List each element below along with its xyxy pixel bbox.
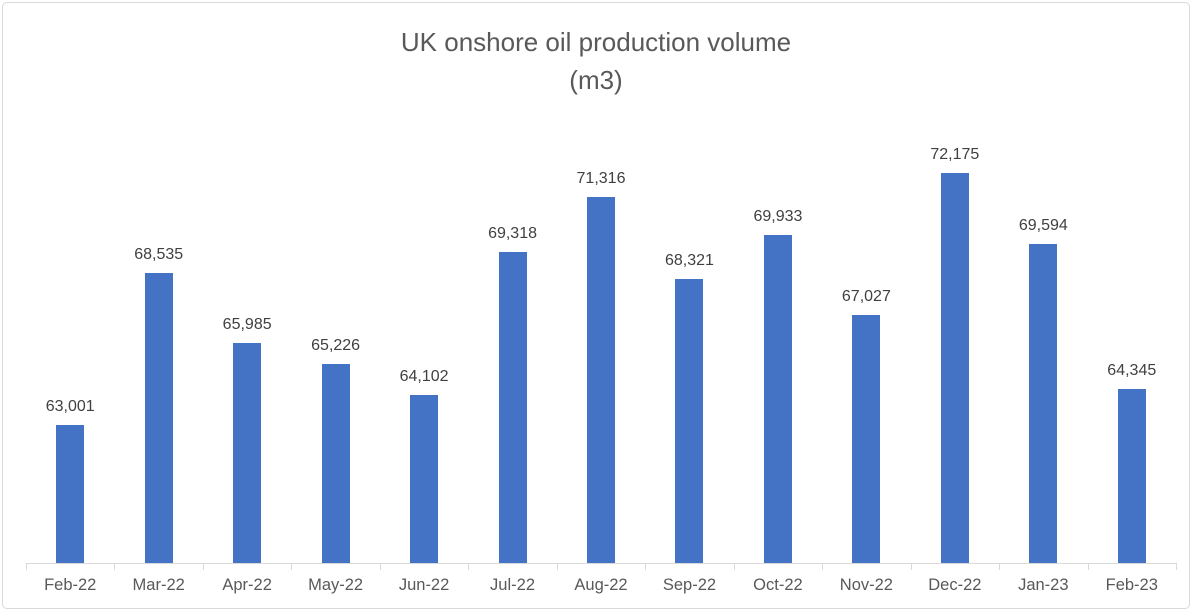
data-label-sep-22: 68,321 <box>664 252 714 269</box>
x-axis-label-sep-22: Sep-22 <box>662 576 717 594</box>
data-label-nov-22: 67,027 <box>841 288 891 305</box>
data-label-may-22: 65,226 <box>311 337 361 354</box>
bar-apr-22[interactable] <box>233 343 262 563</box>
x-axis-label-jul-22: Jul-22 <box>490 576 536 594</box>
x-axis-tick <box>557 564 558 570</box>
data-label-jul-22: 69,318 <box>488 225 537 242</box>
data-label-jun-22: 64,102 <box>399 368 449 385</box>
x-axis-tick <box>1088 564 1089 570</box>
x-axis-tick <box>26 564 27 570</box>
x-axis-tick <box>645 564 646 570</box>
chart-title: UK onshore oil production volume (m3) <box>3 23 1189 99</box>
x-axis-label-mar-22: Mar-22 <box>132 576 185 594</box>
x-axis-label-may-22: May-22 <box>308 576 364 594</box>
bar-jul-22[interactable] <box>498 252 527 563</box>
bar-aug-22[interactable] <box>587 197 615 563</box>
x-axis-label-feb-23: Feb-23 <box>1105 576 1158 594</box>
bar-feb-22[interactable] <box>56 425 85 563</box>
bar-nov-22[interactable] <box>852 315 881 563</box>
bar-may-22[interactable] <box>321 364 350 563</box>
bar-oct-22[interactable] <box>763 235 792 563</box>
x-axis-tick <box>291 564 292 570</box>
x-axis-tick <box>911 564 912 570</box>
x-axis-tick <box>468 564 469 570</box>
x-axis-tick <box>203 564 204 570</box>
x-axis-label-jan-23: Jan-23 <box>1018 576 1069 594</box>
bar-jun-22[interactable] <box>410 395 439 563</box>
x-axis-tick <box>734 564 735 570</box>
data-label-jan-23: 69,594 <box>1018 217 1068 234</box>
data-label-feb-22: 63,001 <box>45 398 95 415</box>
chart-title-line2: (m3) <box>569 65 623 95</box>
x-axis-label-aug-22: Aug-22 <box>574 576 628 594</box>
x-axis-label-feb-22: Feb-22 <box>44 576 97 594</box>
data-label-oct-22: 69,933 <box>753 208 803 225</box>
x-axis-tick <box>822 564 823 570</box>
bar-dec-22[interactable] <box>940 173 969 563</box>
x-axis-labels: Feb-22 Mar-22 Apr-22 May-22 Jun-22 Jul-22 Aug-… <box>26 576 1176 598</box>
data-label-dec-22: 72,175 <box>930 146 980 163</box>
data-label-apr-22: 65,985 <box>222 316 272 333</box>
chart-frame: UK onshore oil production volume (m3) 63… <box>2 2 1190 609</box>
x-axis-tick <box>1176 564 1177 570</box>
x-axis-line <box>26 563 1177 570</box>
data-label-aug-22: 71,316 <box>576 170 626 187</box>
bar-mar-22[interactable] <box>144 273 173 563</box>
bar-sep-22[interactable] <box>675 279 704 563</box>
chart-title-line1: UK onshore oil production volume <box>400 27 792 57</box>
x-axis-tick <box>999 564 1000 570</box>
plot-area: 63,001 68,535 65,985 65,226 64,102 69,318 71,3… <box>26 123 1176 563</box>
x-axis-label-dec-22: Dec-22 <box>928 576 982 594</box>
x-axis-label-oct-22: Oct-22 <box>753 576 803 594</box>
bar-jan-23[interactable] <box>1029 244 1058 563</box>
x-axis-tick <box>380 564 381 570</box>
data-label-feb-23: 64,345 <box>1107 362 1157 379</box>
data-label-mar-22: 68,535 <box>134 246 184 263</box>
x-axis-label-apr-22: Apr-22 <box>222 576 272 594</box>
x-axis-label-nov-22: Nov-22 <box>839 576 893 594</box>
bar-feb-23[interactable] <box>1117 389 1146 563</box>
x-axis-tick <box>114 564 115 570</box>
x-axis-label-jun-22: Jun-22 <box>398 576 450 594</box>
